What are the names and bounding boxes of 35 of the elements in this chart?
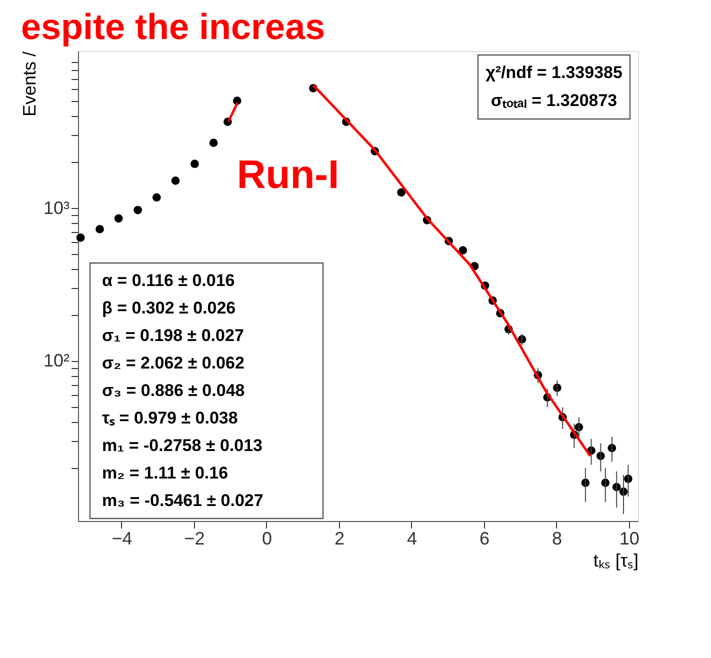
- point: [134, 206, 142, 214]
- x-tick-label: 6: [479, 528, 490, 548]
- point: [152, 193, 161, 202]
- annotation: σ₁ = 0.198 ± 0.027: [102, 326, 244, 345]
- y-axis-title: Events /: [19, 52, 40, 117]
- annotation: m₃ = -0.5461 ± 0.027: [102, 491, 264, 510]
- x-tick-label: −2: [184, 528, 205, 548]
- annotation: m₁ = -0.2758 ± 0.013: [102, 436, 262, 455]
- annotation: α = 0.116 ± 0.016: [102, 271, 235, 290]
- y-tick-label: 10³: [43, 198, 70, 218]
- x-tick-label: −4: [112, 528, 132, 548]
- point: [190, 160, 199, 168]
- x-tick-label: 10: [619, 528, 640, 548]
- annotation: χ²/ndf = 1.339385: [486, 63, 622, 82]
- point: [171, 176, 180, 185]
- x-axis-title: tₖₛ [τₛ]: [593, 550, 638, 570]
- point: [114, 214, 123, 223]
- chart-title: espite the increas: [20, 6, 326, 47]
- point: [209, 138, 218, 147]
- annotation: σ₂ = 2.062 ± 0.062: [102, 354, 244, 372]
- annotation: σₜₒₜₐₗ = 1.320873: [490, 91, 618, 110]
- point: [458, 246, 468, 255]
- annotation: β = 0.302 ± 0.026: [102, 298, 236, 318]
- point: [76, 233, 85, 242]
- annotation: σ₃ = 0.886 ± 0.048: [102, 381, 245, 400]
- point: [96, 225, 104, 234]
- annotation: Run-I: [236, 153, 340, 197]
- x-tick-label: 4: [406, 528, 417, 548]
- x-tick-label: 8: [552, 528, 562, 548]
- x-tick-label: 0: [262, 528, 272, 548]
- x-tick-label: 2: [334, 528, 344, 548]
- point: [397, 188, 406, 197]
- annotation: τₛ = 0.979 ± 0.038: [102, 408, 238, 428]
- y-tick-label: 10²: [43, 350, 70, 371]
- annotation: m₂ = 1.11 ± 0.16: [102, 464, 228, 482]
